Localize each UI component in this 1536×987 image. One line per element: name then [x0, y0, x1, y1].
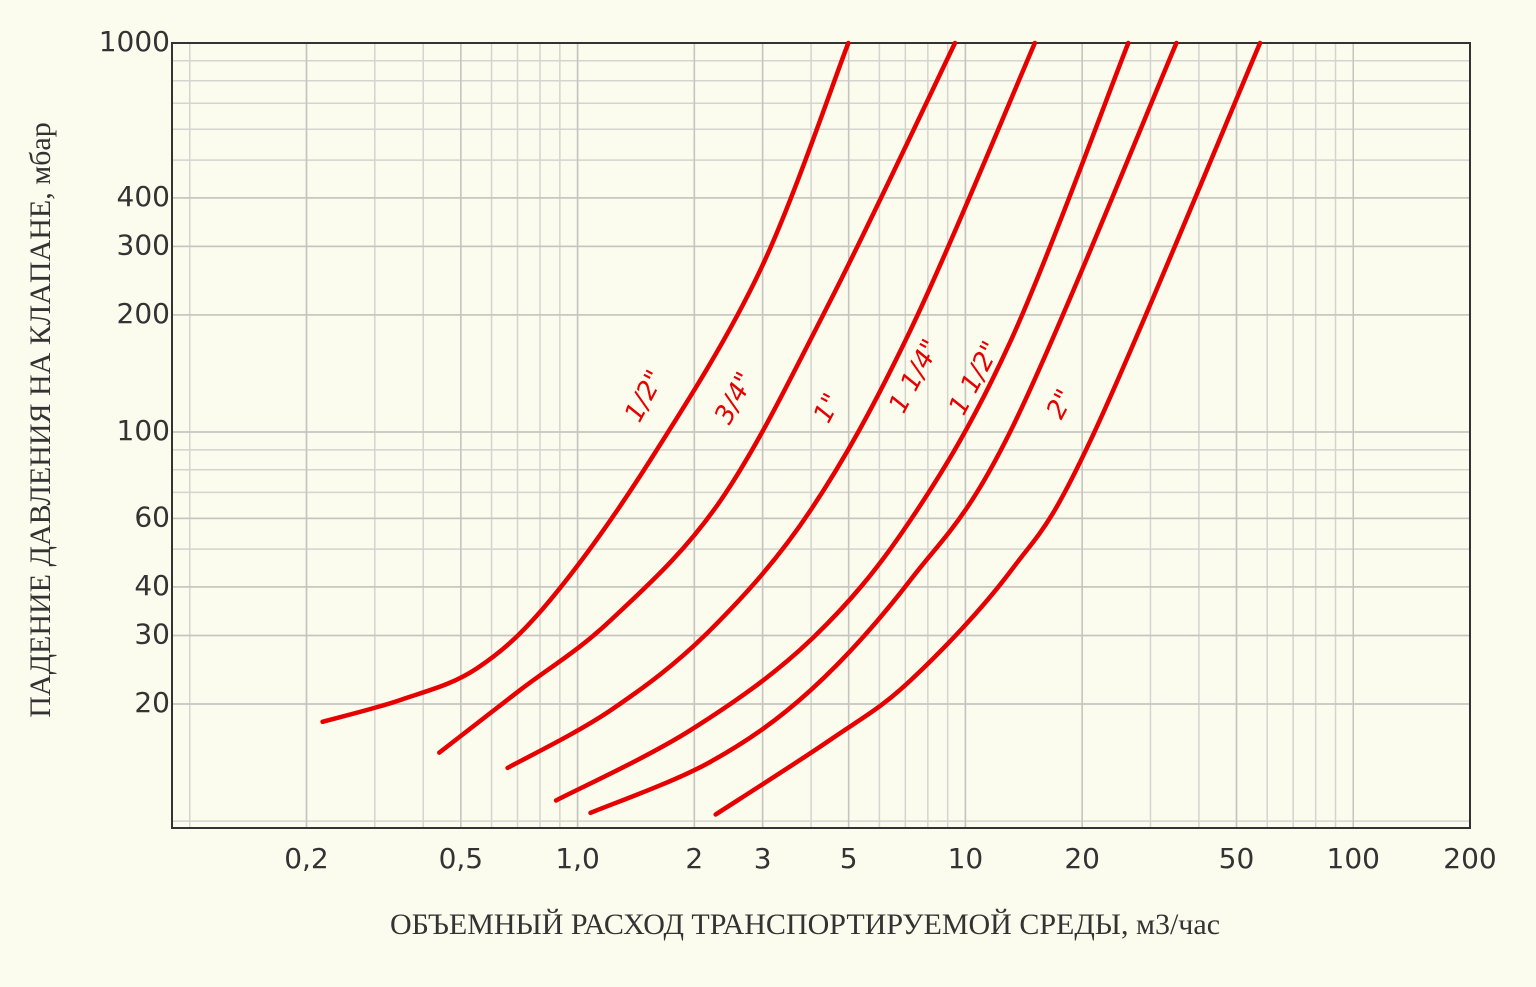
y-tick-label: 100 [117, 414, 170, 447]
x-axis-title: ОБЪЕМНЫЙ РАСХОД ТРАНСПОРТИРУЕМОЙ СРЕДЫ, … [390, 908, 1220, 941]
x-tick-label: 1,0 [555, 842, 600, 875]
curve-label: 1" [808, 389, 848, 428]
y-tick-label: 30 [134, 617, 170, 650]
x-tick-label: 5 [840, 842, 858, 875]
curve [320, 40, 851, 725]
y-tick-label: 40 [134, 569, 170, 602]
x-tick-label: 2 [685, 842, 703, 875]
curve [437, 40, 958, 755]
x-tick-label: 50 [1219, 842, 1255, 875]
curve-label: 3/4" [709, 367, 761, 429]
curve [713, 40, 1263, 817]
y-tick-label: 200 [117, 297, 170, 330]
curve [588, 40, 1179, 816]
y-tick-label: 300 [117, 228, 170, 261]
x-tick-label: 10 [948, 842, 984, 875]
curve [553, 40, 1131, 803]
y-axis-title: ПАДЕНИЕ ДАВЛЕНИЯ НА КЛАПАНЕ, мбар [24, 122, 57, 718]
x-tick-label: 0,5 [439, 842, 484, 875]
curve-label: 2" [1041, 385, 1081, 424]
curve [505, 40, 1038, 771]
plot-frame [171, 42, 1471, 829]
y-tick-label: 400 [117, 180, 170, 213]
curve-label: 1 1/4" [883, 334, 946, 417]
curve-label: 1/2" [619, 365, 671, 427]
y-tick-label: 20 [134, 686, 170, 719]
curve-label: 1 1/2" [943, 336, 1006, 419]
x-tick-label: 0,2 [284, 842, 329, 875]
y-tick-label: 60 [134, 500, 170, 533]
x-tick-label: 200 [1443, 842, 1496, 875]
x-tick-label: 20 [1064, 842, 1100, 875]
y-tick-label: 1000 [99, 25, 170, 58]
x-tick-label: 100 [1327, 842, 1380, 875]
x-tick-label: 3 [754, 842, 772, 875]
